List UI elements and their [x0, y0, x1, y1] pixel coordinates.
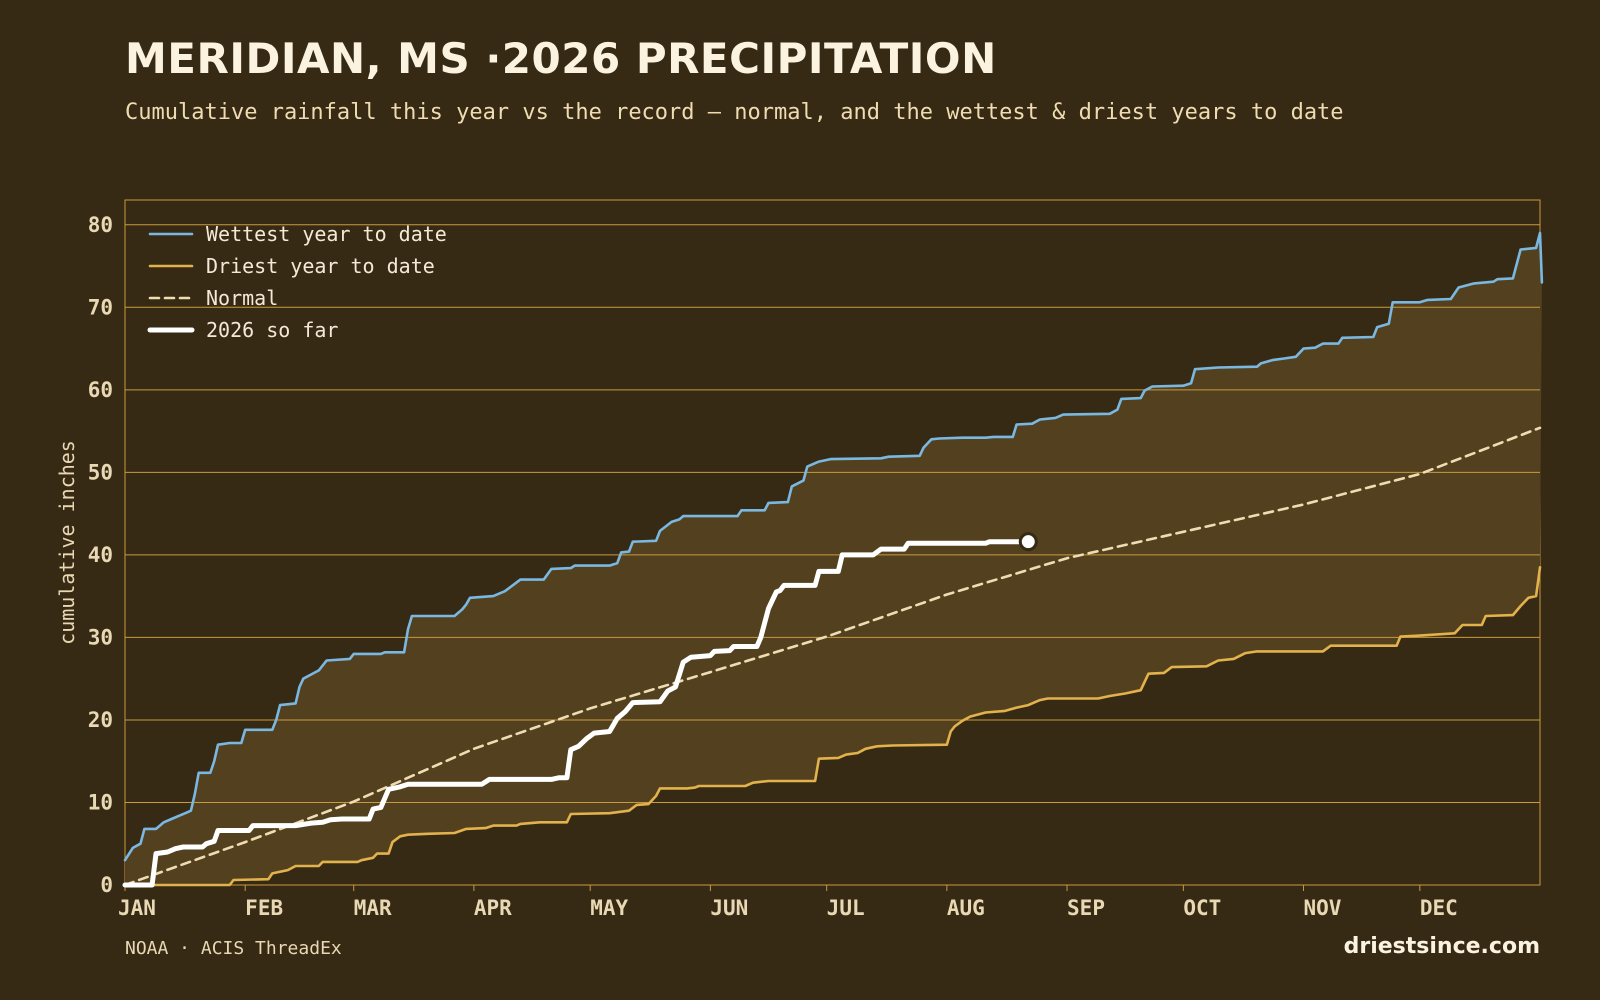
y-tick-label: 10: [88, 790, 113, 814]
brand-link[interactable]: driestsince.com: [1343, 934, 1540, 959]
x-tick-label: MAR: [354, 896, 392, 920]
legend-label: Normal: [206, 286, 278, 310]
chart-title: MERIDIAN, MS ·2026 PRECIPITATION: [125, 34, 997, 83]
wettest-line: [123, 231, 1544, 862]
y-tick-label: 40: [88, 543, 113, 567]
x-tick-label: AUG: [947, 896, 985, 920]
y-tick-label: 70: [88, 295, 113, 319]
x-tick-label: APR: [474, 896, 512, 920]
x-tick-label: NOV: [1304, 896, 1342, 920]
x-tick-label: DEC: [1420, 896, 1458, 920]
legend-label: Driest year to date: [206, 254, 435, 278]
x-tick-label: JUN: [710, 896, 748, 920]
y-tick-label: 50: [88, 460, 113, 484]
y-tick-label: 0: [100, 873, 113, 897]
x-tick-label: JAN: [118, 896, 156, 920]
x-tick-label: SEP: [1067, 896, 1105, 920]
x-tick-label: MAY: [590, 896, 628, 920]
legend-label: 2026 so far: [206, 318, 338, 342]
x-tick-label: JUL: [827, 896, 865, 920]
chart-subtitle: Cumulative rainfall this year vs the rec…: [125, 100, 1344, 125]
y-tick-label: 20: [88, 708, 113, 732]
current-year-line: [122, 539, 1023, 888]
x-tick-label: OCT: [1183, 896, 1221, 920]
y-tick-label: 80: [88, 213, 113, 237]
y-tick-label: 60: [88, 378, 113, 402]
y-tick-label: 30: [88, 625, 113, 649]
normal-line: [123, 426, 1542, 887]
data-source: NOAA · ACIS ThreadEx: [125, 938, 342, 959]
y-axis-label: cumulative inches: [55, 440, 79, 645]
record-range-band: [125, 233, 1542, 885]
legend-label: Wettest year to date: [206, 222, 447, 246]
current-year-end-marker: [1018, 532, 1038, 552]
driest-line: [123, 565, 1542, 887]
x-tick-label: FEB: [245, 896, 283, 920]
